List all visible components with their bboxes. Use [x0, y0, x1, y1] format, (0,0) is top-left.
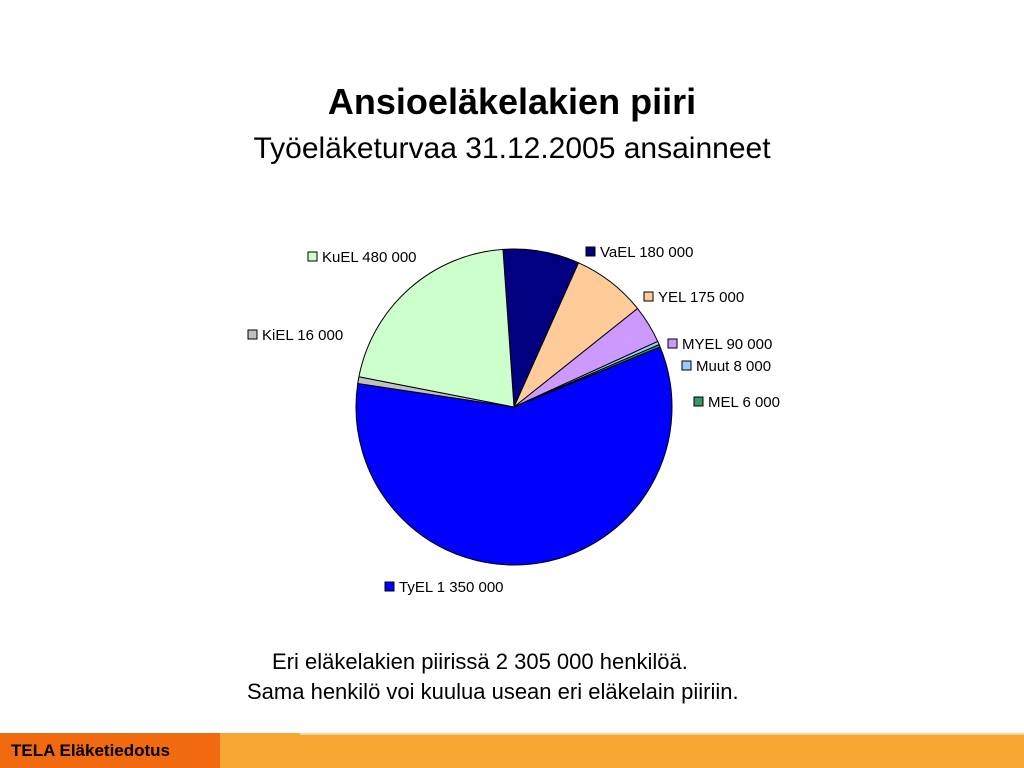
legend-swatch-vael [585, 246, 596, 257]
legend-label-muut: Muut 8 000 [696, 358, 771, 375]
caption-note: Sama henkilö voi kuulua usean eri eläkel… [247, 679, 739, 704]
legend-swatch-kuel [307, 251, 318, 262]
footer-label: TELA Eläketiedotus [0, 733, 220, 768]
legend-label-kuel: KuEL 480 000 [322, 249, 417, 266]
slide-title: Ansioeläkelakien piiri [327, 81, 697, 122]
slide-subtitle: Työeläketurvaa 31.12.2005 ansainneet [253, 132, 771, 165]
legend-swatch-tyel [384, 581, 395, 592]
footer-highlight-line [300, 733, 1024, 735]
legend-swatch-muut [681, 360, 692, 371]
caption-total: Eri eläkelakien piirissä 2 305 000 henki… [272, 649, 688, 674]
legend-label-myel: MYEL 90 000 [682, 336, 772, 353]
legend-swatch-yel [643, 291, 654, 302]
legend-label-vael: VaEL 180 000 [600, 244, 693, 261]
legend-item-myel: MYEL 90 000 [667, 336, 772, 353]
legend-item-muut: Muut 8 000 [681, 358, 771, 375]
legend-label-yel: YEL 175 000 [658, 289, 744, 306]
legend-item-mel: MEL 6 000 [693, 394, 780, 411]
legend-item-kuel: KuEL 480 000 [307, 249, 417, 266]
legend-swatch-mel [693, 396, 704, 407]
legend-label-tyel: TyEL 1 350 000 [399, 579, 504, 596]
legend-swatch-kiel [247, 329, 258, 340]
legend-item-vael: VaEL 180 000 [585, 244, 693, 261]
pie-slice-kuel [358, 248, 515, 408]
legend-item-kiel: KiEL 16 000 [247, 327, 343, 344]
legend-label-mel: MEL 6 000 [708, 394, 780, 411]
legend-item-yel: YEL 175 000 [643, 289, 744, 306]
legend-swatch-myel [667, 338, 678, 349]
pie-slice-tyel [355, 346, 673, 566]
legend-label-kiel: KiEL 16 000 [262, 327, 343, 344]
legend-item-tyel: TyEL 1 350 000 [384, 579, 504, 596]
